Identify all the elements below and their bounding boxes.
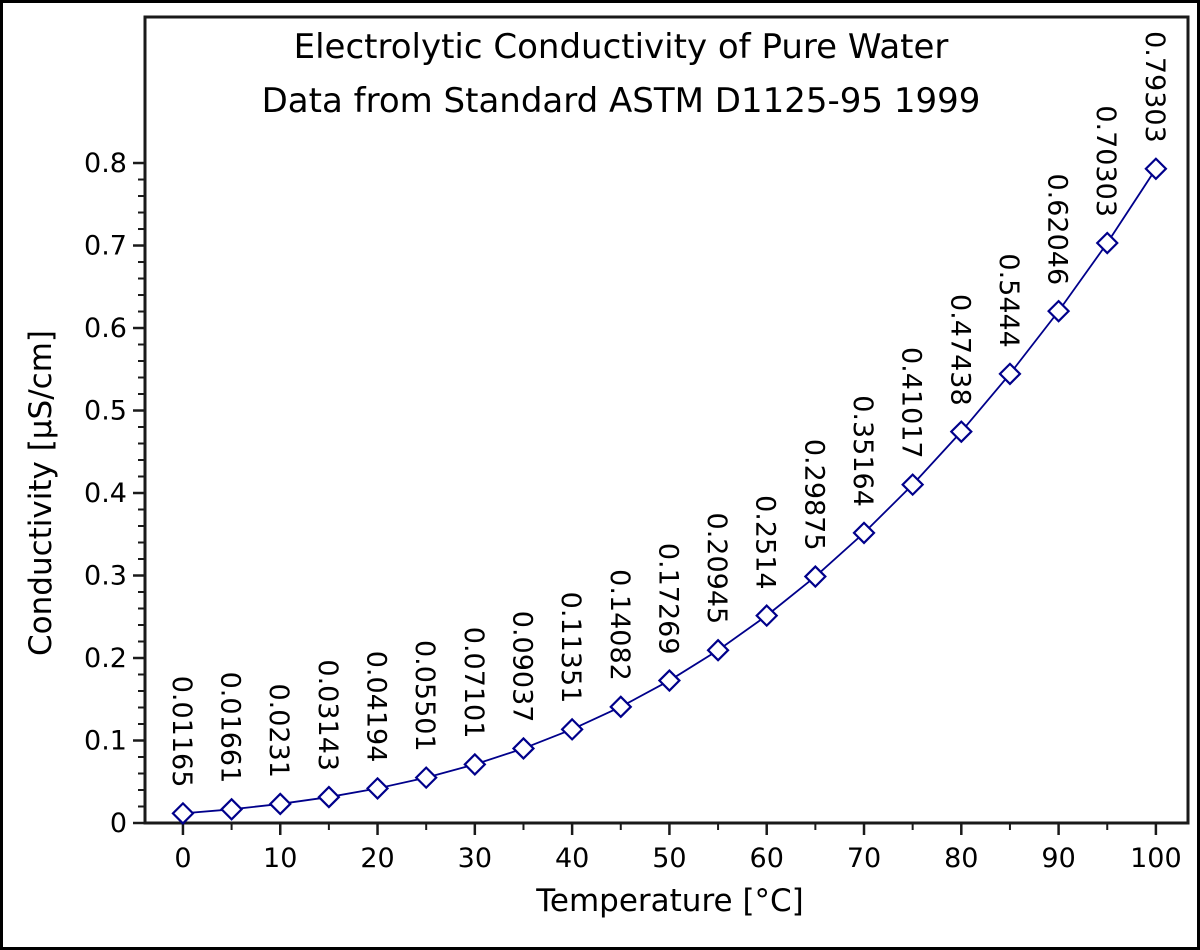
point-label: 0.29875 (798, 439, 829, 551)
x-tick-label: 30 (458, 843, 492, 874)
x-tick-label: 100 (1130, 843, 1182, 874)
point-label: 0.62046 (1042, 173, 1073, 285)
data-point-marker (998, 362, 1022, 386)
point-label: 0.5444 (993, 253, 1024, 347)
chart-title: Electrolytic Conductivity of Pure Water (293, 27, 949, 67)
point-label: 0.14082 (604, 569, 635, 681)
plot-box (143, 15, 1190, 825)
point-label: 0.05501 (409, 640, 440, 752)
data-point-marker (657, 668, 681, 693)
data-point-marker (365, 776, 390, 800)
x-axis-label: Temperature [°C] (536, 883, 804, 919)
data-point-marker (852, 521, 876, 545)
data-point-marker (706, 638, 730, 662)
point-label: 0.79303 (1139, 31, 1170, 143)
data-point-marker (609, 695, 633, 719)
point-label: 0.70303 (1090, 105, 1121, 217)
data-point-marker (171, 801, 195, 825)
data-point-marker (755, 604, 779, 628)
point-label: 0.35164 (847, 395, 878, 507)
x-tick-label: 90 (1041, 843, 1075, 874)
y-tick-label: 0 (110, 808, 127, 839)
x-tick-label: 50 (652, 843, 686, 874)
y-tick-label: 0.8 (84, 148, 127, 179)
y-tick-label: 0.7 (84, 231, 127, 262)
data-point-marker (414, 766, 438, 790)
chart-subtitle: Data from Standard ASTM D1125-95 1999 (261, 81, 981, 121)
x-tick-label: 20 (360, 843, 394, 874)
data-point-marker (463, 752, 487, 776)
data-point-marker (268, 792, 292, 816)
point-label: 0.17269 (652, 543, 683, 655)
data-point-marker (949, 420, 973, 444)
point-label: 0.04194 (361, 651, 392, 763)
chart-canvas: 0 10 20 30 40 50 60 70 80 90 100 0 0.1 0.2 0.3 0.4 0.5 0.… (84, 15, 1190, 874)
x-tick-label: 80 (944, 843, 978, 874)
point-label: 0.2514 (750, 495, 781, 589)
x-tick-label: 70 (847, 843, 881, 874)
point-label: 0.01165 (166, 676, 197, 788)
data-point-marker (317, 785, 341, 809)
data-point-marker (1047, 299, 1071, 323)
y-tick-label: 0.3 (84, 561, 127, 592)
data-point-marker (1095, 231, 1119, 255)
y-tick-label: 0.1 (84, 726, 127, 757)
y-tick-label: 0.2 (84, 643, 127, 674)
x-tick-label: 10 (263, 843, 297, 874)
y-tick-label: 0.4 (84, 478, 127, 509)
x-tick-label: 40 (555, 843, 589, 874)
y-axis-label: Conductivity [µS/cm] (23, 330, 59, 656)
point-label: 0.47438 (944, 294, 975, 406)
point-label: 0.0231 (263, 683, 294, 777)
data-point-marker (560, 717, 584, 741)
point-label: 0.20945 (701, 513, 732, 625)
point-label: 0.03143 (312, 659, 343, 771)
x-tick-label: 0 (174, 843, 191, 874)
y-tick-label: 0.6 (84, 313, 127, 344)
point-label: 0.07101 (458, 627, 489, 739)
point-label: 0.01661 (215, 672, 246, 784)
x-tick-label: 60 (750, 843, 784, 874)
data-point-marker (220, 797, 244, 821)
y-tick-label: 0.5 (84, 396, 127, 427)
data-point-marker (803, 564, 827, 589)
point-label: 0.41017 (896, 347, 927, 459)
data-point-marker (511, 736, 536, 761)
point-label: 0.11351 (555, 592, 586, 704)
data-point-marker (1144, 157, 1168, 181)
point-label: 0.09037 (506, 611, 537, 723)
data-point-marker (901, 473, 925, 497)
